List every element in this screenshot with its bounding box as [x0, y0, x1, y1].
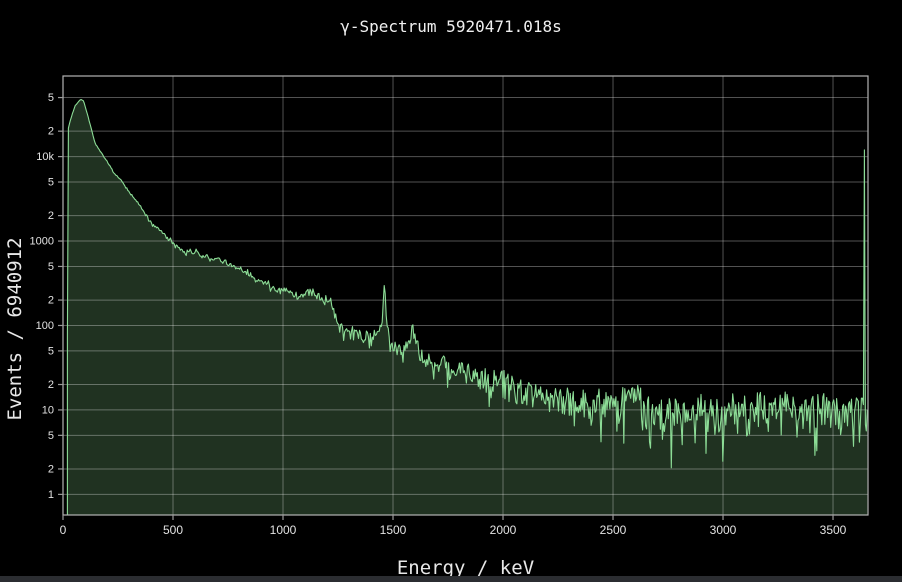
x-tick-label: 1000	[270, 523, 297, 537]
y-tick-label: 5	[48, 345, 54, 357]
y-tick-label: 2	[48, 295, 54, 307]
x-tick-label: 2000	[490, 523, 517, 537]
y-tick-label: 10	[42, 404, 54, 416]
x-tick-label: 2500	[600, 523, 627, 537]
x-tick-label: 500	[163, 523, 183, 537]
y-tick-label: 100	[36, 320, 54, 332]
y-tick-label: 2	[48, 210, 54, 222]
y-tick-label: 2	[48, 379, 54, 391]
spectrum-trace	[66, 99, 868, 515]
y-tick-label: 5	[48, 177, 54, 189]
y-tick-label: 5	[48, 261, 54, 273]
x-tick-label: 0	[60, 523, 67, 537]
y-tick-label: 2	[48, 463, 54, 475]
y-tick-label: 2	[48, 126, 54, 138]
y-axis-label: Events / 6940912	[4, 237, 26, 421]
chart-title: γ-Spectrum 5920471.018s	[340, 17, 562, 36]
y-tick-label: 1	[48, 489, 54, 501]
x-tick-label: 1500	[380, 523, 407, 537]
spectrum-fill	[67, 99, 868, 515]
x-tick-label: 3000	[710, 523, 737, 537]
taskbar-edge	[0, 576, 902, 582]
y-tick-label: 5	[48, 92, 54, 104]
x-tick-label: 3500	[820, 523, 847, 537]
plot-frame	[62, 75, 869, 516]
y-tick-label: 10k	[36, 151, 54, 163]
y-tick-label: 1000	[30, 236, 54, 248]
x-axis-label: Energy / keV	[396, 557, 535, 579]
y-tick-label: 5	[48, 430, 54, 442]
